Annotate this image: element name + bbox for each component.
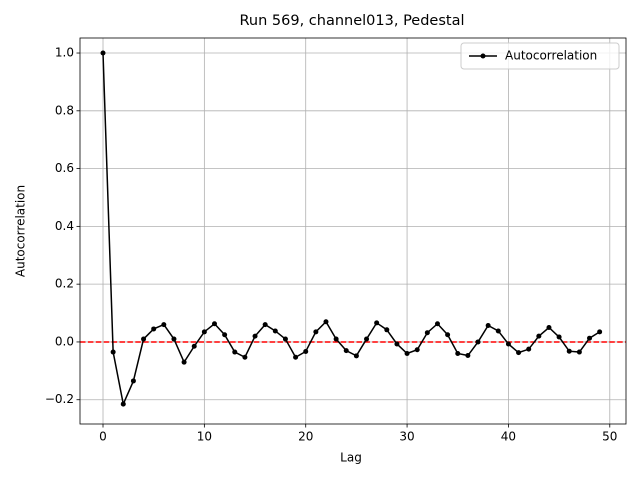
data-point (191, 343, 197, 349)
y-tick-label: 0.6 (55, 161, 74, 175)
data-point (384, 327, 390, 333)
legend-marker (480, 53, 486, 59)
data-point (272, 328, 278, 334)
data-point (303, 348, 309, 354)
data-point (333, 336, 339, 342)
data-point (566, 348, 572, 354)
data-point (130, 378, 136, 384)
data-point (576, 349, 582, 355)
data-point (110, 349, 116, 355)
data-point (282, 336, 288, 342)
data-point (475, 339, 481, 345)
data-point (232, 349, 238, 355)
data-point (516, 350, 522, 356)
y-tick-label: 0.8 (55, 103, 74, 117)
y-tick-label: 0.0 (55, 334, 74, 348)
data-point (495, 328, 501, 334)
data-point (374, 320, 380, 326)
data-point (434, 321, 440, 327)
data-point (455, 351, 461, 357)
data-point (445, 332, 451, 338)
data-point (211, 321, 217, 327)
data-point (526, 346, 532, 352)
data-point (252, 333, 258, 339)
data-point (141, 336, 147, 342)
data-point (222, 332, 228, 338)
data-point (100, 50, 106, 56)
data-point (262, 322, 268, 328)
y-tick-label: −0.2 (45, 392, 74, 406)
legend-box (460, 42, 620, 70)
data-point (546, 325, 552, 330)
data-point (394, 341, 400, 347)
x-tick-label: 20 (298, 430, 313, 444)
data-point (414, 347, 420, 353)
data-point (364, 336, 370, 342)
data-point (323, 319, 329, 325)
x-tick-label: 30 (399, 430, 414, 444)
data-point (343, 348, 349, 354)
x-tick-label: 50 (602, 430, 617, 444)
data-point (536, 333, 542, 339)
data-point (353, 353, 359, 359)
x-tick-label: 10 (197, 430, 212, 444)
chart-title: Run 569, channel013, Pedestal (239, 13, 464, 29)
x-axis-label: Lag (340, 451, 362, 465)
x-tick-label: 40 (501, 430, 516, 444)
data-line (102, 52, 601, 407)
data-point (587, 335, 593, 341)
data-point (597, 329, 603, 335)
data-point (181, 359, 187, 365)
data-point (201, 329, 207, 335)
data-point (485, 322, 491, 328)
data-point (465, 353, 471, 359)
data-point (293, 354, 299, 360)
x-tick-label: 0 (99, 430, 107, 444)
data-point (313, 329, 319, 335)
data-point (505, 341, 511, 347)
data-point (151, 326, 157, 332)
data-point (556, 334, 562, 340)
y-tick-label: 1.0 (55, 46, 74, 60)
data-point (171, 336, 177, 342)
data-point (424, 330, 430, 336)
data-point (120, 401, 126, 407)
plot-frame (79, 37, 627, 425)
y-tick-label: 0.4 (55, 219, 74, 233)
y-axis-label: Autocorrelation (14, 185, 28, 277)
data-point (404, 351, 410, 357)
legend-label: Autocorrelation (505, 49, 597, 63)
data-point (161, 322, 167, 328)
y-tick-label: 0.2 (55, 277, 74, 291)
data-point (242, 354, 248, 360)
